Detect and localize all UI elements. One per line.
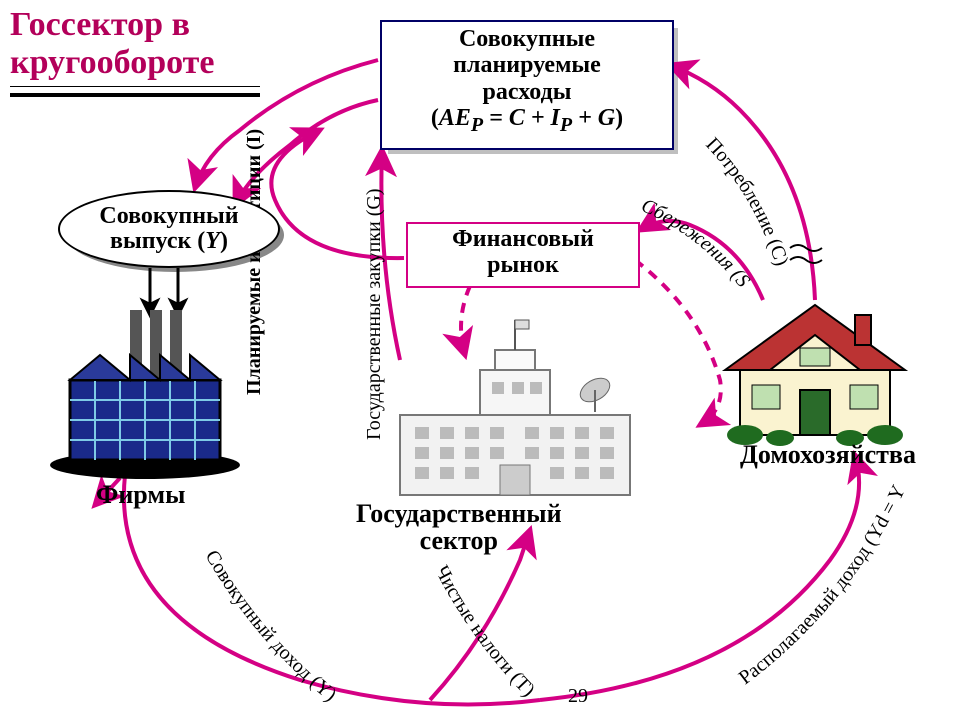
firms-label: Фирмы	[96, 480, 185, 510]
factory-icon	[50, 310, 240, 479]
icons-svg	[0, 0, 960, 720]
gov-label: Государственныйсектор	[356, 500, 562, 555]
house-icon	[725, 305, 905, 446]
page-number: 29	[568, 685, 588, 708]
households-label: Домохозяйства	[740, 440, 916, 470]
gov-building-icon	[400, 320, 630, 495]
